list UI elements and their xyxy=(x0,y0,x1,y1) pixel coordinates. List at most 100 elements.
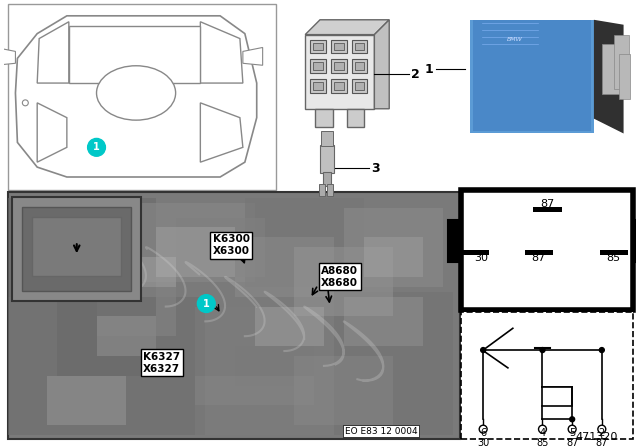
Bar xyxy=(461,250,489,255)
Bar xyxy=(602,44,620,94)
Text: 85: 85 xyxy=(536,438,548,448)
Bar xyxy=(347,109,365,127)
Bar xyxy=(461,312,634,439)
Polygon shape xyxy=(37,22,69,83)
Text: 2: 2 xyxy=(411,68,420,81)
Bar xyxy=(323,172,331,186)
Bar xyxy=(344,297,423,346)
Bar xyxy=(355,82,365,90)
Bar xyxy=(313,62,323,70)
Text: K6300
X6300: K6300 X6300 xyxy=(212,234,250,256)
Text: 2: 2 xyxy=(598,428,605,438)
Bar xyxy=(473,20,591,130)
Bar xyxy=(321,130,333,146)
Polygon shape xyxy=(594,20,623,134)
Bar xyxy=(327,184,333,196)
Bar xyxy=(331,39,347,53)
Text: BMW: BMW xyxy=(507,37,523,42)
Circle shape xyxy=(568,425,576,433)
Text: 3: 3 xyxy=(371,162,380,175)
Bar xyxy=(8,192,460,439)
Bar xyxy=(235,237,334,297)
Bar xyxy=(315,109,333,127)
Text: EO E83 12 0004: EO E83 12 0004 xyxy=(345,426,418,435)
Circle shape xyxy=(481,348,486,353)
Circle shape xyxy=(88,138,106,156)
Bar xyxy=(12,197,141,301)
Text: 85: 85 xyxy=(607,253,621,263)
Bar xyxy=(364,237,423,277)
Bar xyxy=(8,4,276,190)
Bar xyxy=(32,216,121,276)
Bar xyxy=(600,250,628,255)
Bar xyxy=(351,59,367,73)
Bar xyxy=(351,39,367,53)
Text: 30: 30 xyxy=(474,253,488,263)
Ellipse shape xyxy=(97,66,175,120)
Text: A8680
X8680: A8680 X8680 xyxy=(321,266,358,288)
Text: 87: 87 xyxy=(540,199,554,209)
Bar xyxy=(175,218,264,277)
Bar xyxy=(245,198,364,287)
Bar xyxy=(235,346,314,386)
Bar xyxy=(344,208,443,287)
Polygon shape xyxy=(0,47,15,65)
Polygon shape xyxy=(69,26,200,83)
Text: 471320: 471320 xyxy=(576,432,618,442)
Bar xyxy=(334,82,344,90)
Bar xyxy=(319,184,325,196)
Bar xyxy=(619,54,630,99)
Bar xyxy=(310,39,326,53)
Bar xyxy=(126,257,175,287)
Bar xyxy=(525,250,553,255)
Text: 6: 6 xyxy=(480,428,486,438)
Bar xyxy=(334,43,344,51)
Text: 87: 87 xyxy=(566,438,579,448)
Text: 30: 30 xyxy=(477,438,490,448)
Bar xyxy=(532,207,563,211)
Bar xyxy=(543,387,572,406)
Polygon shape xyxy=(37,103,67,162)
Circle shape xyxy=(479,425,487,433)
Bar xyxy=(470,20,594,134)
Circle shape xyxy=(197,295,215,312)
Bar xyxy=(634,220,640,262)
Circle shape xyxy=(22,100,28,106)
Polygon shape xyxy=(200,22,243,83)
Bar xyxy=(355,43,365,51)
Bar xyxy=(461,190,634,310)
Text: 1: 1 xyxy=(203,298,210,309)
Bar xyxy=(320,145,334,173)
Bar xyxy=(331,79,347,93)
Bar xyxy=(351,79,367,93)
Polygon shape xyxy=(374,20,389,109)
Bar xyxy=(355,62,365,70)
Bar xyxy=(195,376,314,405)
Polygon shape xyxy=(200,103,243,162)
Bar xyxy=(334,292,452,435)
Circle shape xyxy=(540,348,545,353)
Bar xyxy=(8,198,156,297)
Bar xyxy=(313,82,323,90)
Bar xyxy=(305,34,374,109)
Circle shape xyxy=(598,425,606,433)
Bar xyxy=(334,62,344,70)
Bar xyxy=(28,198,86,287)
Bar xyxy=(313,43,323,51)
Bar xyxy=(294,356,393,425)
Polygon shape xyxy=(243,47,262,65)
Bar xyxy=(195,306,344,435)
Circle shape xyxy=(538,425,547,433)
Bar xyxy=(331,59,347,73)
Polygon shape xyxy=(305,20,389,34)
Text: 1: 1 xyxy=(425,63,434,76)
Bar xyxy=(47,376,126,425)
Bar xyxy=(57,297,156,376)
Bar xyxy=(614,34,628,89)
Circle shape xyxy=(570,417,575,422)
Text: 87: 87 xyxy=(596,438,608,448)
Text: K6327
X6327: K6327 X6327 xyxy=(143,352,180,374)
Bar xyxy=(8,297,205,435)
Bar xyxy=(136,202,255,282)
Bar xyxy=(22,207,131,291)
